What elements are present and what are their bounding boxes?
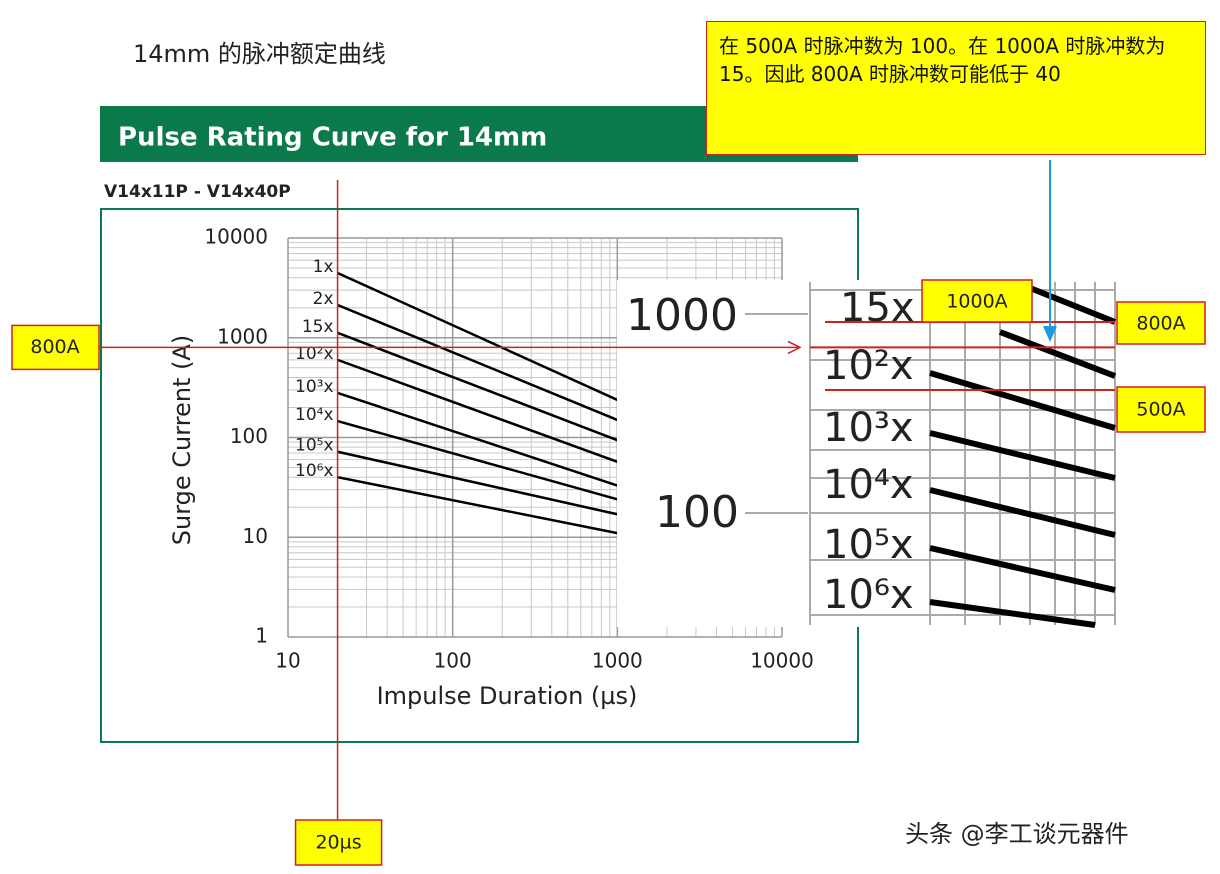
marker-label: 800A <box>30 336 79 358</box>
note-arrow-head <box>1043 326 1057 342</box>
y-axis-label: Surge Current (A) <box>168 335 196 545</box>
inset-series-label: 10³x <box>823 405 914 451</box>
y-tick-label: 10000 <box>204 225 268 249</box>
marker-arrow-head <box>787 340 802 355</box>
callout: 1000A <box>946 291 1007 313</box>
x-tick-label: 100 <box>434 649 472 673</box>
callout: 500A <box>1136 399 1185 421</box>
callout-box <box>921 279 1033 323</box>
inset-series-label: 10⁴x <box>823 462 914 508</box>
markers: 800A 20µs <box>11 180 1115 866</box>
inset-series-label: 10⁶x <box>823 572 914 618</box>
inset-series-label: 10²x <box>823 343 914 389</box>
series-line <box>337 475 618 535</box>
chart-subtitle: V14x11P - V14x40P <box>104 182 291 202</box>
y-tick-label: 100 <box>230 424 268 448</box>
x-tick-label: 10000 <box>750 649 814 673</box>
note-box: 在 500A 时脉冲数为 100。在 1000A 时脉冲数为 15。因此 800… <box>706 21 1206 155</box>
series-line <box>337 358 618 464</box>
inset-series-label: 15x <box>840 285 915 331</box>
series-label: 10⁵x <box>295 436 334 456</box>
series-label: 2x <box>313 289 334 309</box>
series-label: 10⁶x <box>295 461 334 481</box>
marker-box <box>11 324 100 371</box>
x-axis-label: Impulse Duration (µs) <box>377 682 638 710</box>
inset-labels: 15x 10²x 10³x 10⁴x 10⁵x 10⁶x <box>823 285 915 618</box>
series-label: 10²x <box>295 344 334 364</box>
inset-tick-label: 100 <box>655 487 739 538</box>
series-line <box>337 419 618 501</box>
series-label: 1x <box>313 257 334 277</box>
series-line <box>337 271 618 402</box>
inset-bg <box>617 280 1122 627</box>
series-label: 10³x <box>295 377 334 397</box>
callout: 800A <box>1136 313 1185 335</box>
inset-curves <box>929 285 1117 628</box>
series-label: 15x <box>302 317 334 337</box>
x-tick-label: 1000 <box>592 649 643 673</box>
inset-series-label: 10⁵x <box>823 522 914 568</box>
series-line <box>337 303 618 422</box>
series-line <box>337 450 618 516</box>
y-tick-label: 1 <box>255 624 268 648</box>
series-label: 10⁴x <box>295 405 334 425</box>
marker-label: 20µs <box>315 832 361 854</box>
zoom-inset: 1000 100 15x 10²x 10³x 10⁴x 10⁵x 10⁶x <box>617 280 1122 628</box>
series-line <box>337 391 618 487</box>
y-tick-label: 10 <box>243 524 268 548</box>
callout-box <box>1116 386 1206 433</box>
x-tick-label: 10 <box>275 649 300 673</box>
y-tick-label: 1000 <box>217 324 268 348</box>
watermark: 头条 @李工谈元器件 <box>905 820 1129 848</box>
inset-tick-label: 1000 <box>626 290 738 341</box>
chart-title: Pulse Rating Curve for 14mm <box>118 123 547 153</box>
marker-box <box>294 819 383 866</box>
page-title: 14mm 的脉冲额定曲线 <box>133 40 386 68</box>
callout-box <box>1116 301 1206 345</box>
series-line <box>337 331 618 442</box>
